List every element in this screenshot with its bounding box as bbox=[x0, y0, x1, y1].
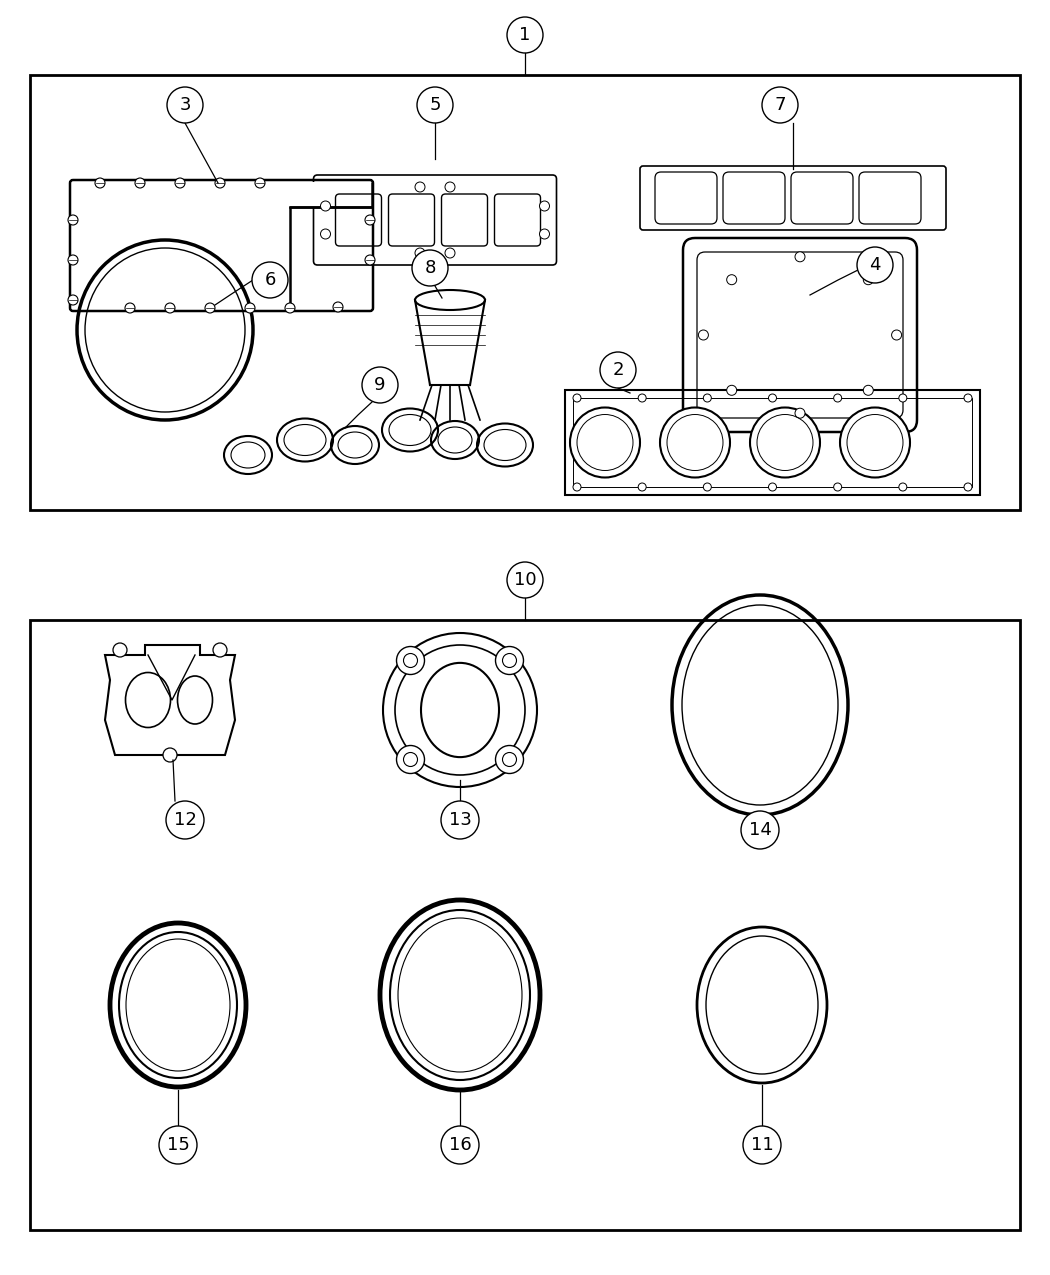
Circle shape bbox=[417, 87, 453, 122]
Text: 9: 9 bbox=[374, 376, 385, 394]
Text: 6: 6 bbox=[265, 272, 276, 289]
Circle shape bbox=[285, 303, 295, 312]
Circle shape bbox=[397, 746, 424, 774]
Circle shape bbox=[741, 811, 779, 849]
Text: 13: 13 bbox=[448, 811, 471, 829]
Circle shape bbox=[660, 408, 730, 478]
Circle shape bbox=[750, 408, 820, 478]
Bar bbox=[573, 398, 972, 487]
Circle shape bbox=[113, 643, 127, 657]
Circle shape bbox=[573, 483, 581, 491]
Ellipse shape bbox=[177, 676, 212, 724]
Text: 12: 12 bbox=[173, 811, 196, 829]
Circle shape bbox=[769, 394, 777, 402]
Circle shape bbox=[320, 201, 331, 210]
Circle shape bbox=[891, 330, 902, 340]
Circle shape bbox=[899, 394, 907, 402]
Circle shape bbox=[795, 408, 805, 418]
Circle shape bbox=[68, 295, 78, 305]
Circle shape bbox=[570, 408, 640, 478]
Circle shape bbox=[245, 303, 255, 312]
Text: 14: 14 bbox=[749, 821, 772, 839]
Circle shape bbox=[397, 646, 424, 674]
Circle shape bbox=[863, 274, 874, 284]
Circle shape bbox=[964, 394, 972, 402]
Text: 1: 1 bbox=[520, 26, 530, 45]
Circle shape bbox=[638, 483, 646, 491]
Text: 15: 15 bbox=[167, 1136, 189, 1154]
Circle shape bbox=[333, 302, 343, 312]
Text: 11: 11 bbox=[751, 1136, 774, 1154]
Bar bbox=[30, 620, 1020, 1230]
Circle shape bbox=[964, 483, 972, 491]
Circle shape bbox=[362, 367, 398, 403]
Circle shape bbox=[166, 801, 204, 839]
Circle shape bbox=[727, 385, 737, 395]
Circle shape bbox=[840, 408, 910, 478]
Circle shape bbox=[365, 215, 375, 224]
Circle shape bbox=[540, 201, 549, 210]
Bar bbox=[30, 75, 1020, 510]
Circle shape bbox=[704, 483, 711, 491]
Circle shape bbox=[496, 646, 524, 674]
Circle shape bbox=[769, 483, 777, 491]
Circle shape bbox=[68, 255, 78, 265]
Circle shape bbox=[252, 261, 288, 298]
Circle shape bbox=[175, 179, 185, 187]
Text: 10: 10 bbox=[513, 571, 537, 589]
Circle shape bbox=[638, 394, 646, 402]
Circle shape bbox=[573, 394, 581, 402]
Circle shape bbox=[412, 250, 448, 286]
Text: 5: 5 bbox=[429, 96, 441, 113]
Circle shape bbox=[441, 801, 479, 839]
Circle shape bbox=[496, 746, 524, 774]
Circle shape bbox=[540, 230, 549, 238]
Circle shape bbox=[163, 748, 177, 762]
Circle shape bbox=[205, 303, 215, 312]
Circle shape bbox=[507, 17, 543, 54]
Circle shape bbox=[834, 394, 842, 402]
Circle shape bbox=[68, 215, 78, 224]
Ellipse shape bbox=[126, 672, 170, 728]
Circle shape bbox=[159, 1126, 197, 1164]
Bar bbox=[290, 182, 372, 207]
Circle shape bbox=[600, 352, 636, 388]
Text: 7: 7 bbox=[774, 96, 785, 113]
Circle shape bbox=[167, 87, 203, 122]
Circle shape bbox=[445, 249, 455, 258]
Circle shape bbox=[94, 179, 105, 187]
Circle shape bbox=[863, 385, 874, 395]
Text: 4: 4 bbox=[869, 256, 881, 274]
Circle shape bbox=[415, 249, 425, 258]
Circle shape bbox=[445, 182, 455, 193]
Circle shape bbox=[135, 179, 145, 187]
Circle shape bbox=[165, 303, 175, 312]
Circle shape bbox=[857, 247, 892, 283]
Text: 8: 8 bbox=[424, 259, 436, 277]
Text: 16: 16 bbox=[448, 1136, 471, 1154]
Circle shape bbox=[125, 303, 135, 312]
Circle shape bbox=[899, 483, 907, 491]
Circle shape bbox=[441, 1126, 479, 1164]
Circle shape bbox=[255, 179, 265, 187]
Text: 3: 3 bbox=[180, 96, 191, 113]
Circle shape bbox=[727, 274, 737, 284]
Bar bbox=[565, 390, 980, 495]
Circle shape bbox=[704, 394, 711, 402]
Circle shape bbox=[215, 179, 225, 187]
Circle shape bbox=[507, 562, 543, 598]
Circle shape bbox=[698, 330, 709, 340]
Circle shape bbox=[834, 483, 842, 491]
Circle shape bbox=[743, 1126, 781, 1164]
Circle shape bbox=[762, 87, 798, 122]
Circle shape bbox=[415, 182, 425, 193]
Text: 2: 2 bbox=[612, 361, 624, 379]
Circle shape bbox=[795, 251, 805, 261]
Circle shape bbox=[365, 255, 375, 265]
Circle shape bbox=[213, 643, 227, 657]
Circle shape bbox=[320, 230, 331, 238]
